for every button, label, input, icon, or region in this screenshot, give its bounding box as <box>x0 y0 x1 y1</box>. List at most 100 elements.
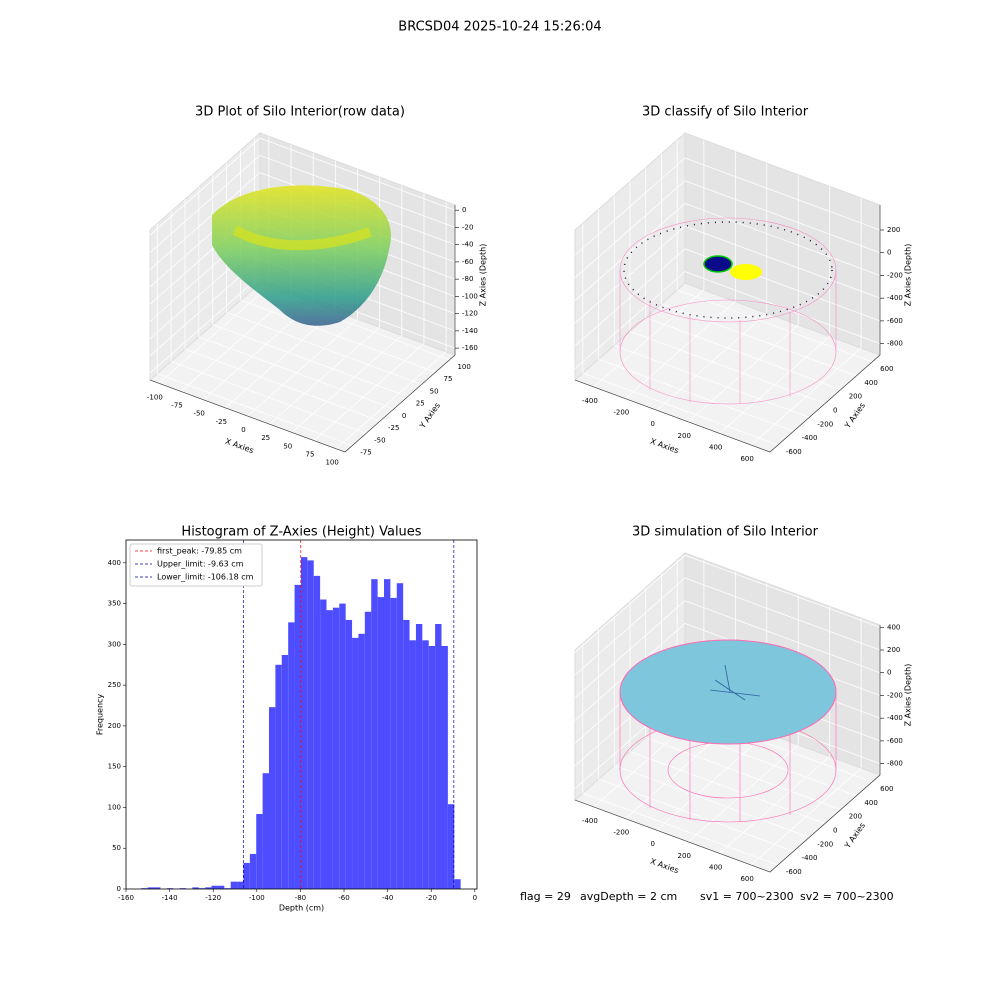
z-tick-label: 0 <box>887 249 891 257</box>
z-tick-label: -600 <box>887 737 903 745</box>
bar <box>166 888 174 889</box>
x-tick-label: -200 <box>613 829 629 837</box>
z-tick-label: -60 <box>462 258 473 266</box>
plot-frame <box>125 539 478 890</box>
bar <box>154 887 161 889</box>
footer-text: sv2 = 700~2300 <box>800 890 894 903</box>
silo-wireframe <box>619 217 837 405</box>
y-tick-label: 100 <box>108 803 121 811</box>
y-tick-label: -75 <box>360 449 371 457</box>
bar <box>371 579 378 889</box>
x-tick-label: 25 <box>261 434 270 442</box>
grid-line <box>149 155 261 253</box>
z-tick-label: 0 <box>887 669 891 677</box>
z-axis-label: Z Axies (Depth) <box>479 244 488 307</box>
y-tick-label: 250 <box>108 681 121 689</box>
point-cloud-rim <box>232 225 372 251</box>
legend-label: Upper_limit: -9.63 cm <box>157 560 244 569</box>
bar <box>332 607 340 889</box>
x-tick-label: -120 <box>205 894 221 902</box>
x-tick-label: -200 <box>613 409 629 417</box>
bar <box>269 707 276 889</box>
grid-line <box>645 737 841 811</box>
grid-line <box>180 294 292 392</box>
x-tick-label: 50 <box>283 442 292 450</box>
z-tick-label: -800 <box>887 760 903 768</box>
y-tick-label: -600 <box>786 448 802 456</box>
grid-line <box>598 778 794 852</box>
grid-line <box>226 312 422 385</box>
y-tick-label: -400 <box>802 434 818 442</box>
grid-line <box>614 344 810 418</box>
y-tick-label: 400 <box>864 799 877 807</box>
y-tick-label: 400 <box>108 559 121 567</box>
y-tick-label: 200 <box>849 393 862 401</box>
z-axis-label: Z Axies (Depth) <box>904 244 913 307</box>
grid-line <box>661 303 857 377</box>
y-tick-label: 50 <box>430 387 439 395</box>
y-axis-label: Frequency <box>96 694 105 736</box>
grid-line <box>684 180 881 254</box>
z-tick-label: -400 <box>887 294 903 302</box>
y-tick-label: -200 <box>817 840 833 848</box>
bar <box>217 885 225 889</box>
y-tick-label: 100 <box>457 363 470 371</box>
y-tick-label: 300 <box>108 640 121 648</box>
x-tick-label: 200 <box>678 432 691 440</box>
x-tick-label: 600 <box>740 455 753 463</box>
x-tick-label: -20 <box>425 894 436 902</box>
bar <box>415 623 423 889</box>
bar <box>192 887 199 889</box>
bar <box>377 597 384 889</box>
legend-label: Lower_limit: -106.18 cm <box>157 573 254 582</box>
grid-line <box>184 348 381 422</box>
z-tick-label: -160 <box>462 344 478 352</box>
bar <box>409 640 416 889</box>
z-tick-label: -140 <box>462 327 478 335</box>
z-axis-label: Z Axies (Depth) <box>904 664 913 727</box>
bar <box>288 622 295 889</box>
grid-line <box>574 157 686 256</box>
z-tick-label: -600 <box>887 317 903 325</box>
x-tick-label: 75 <box>306 451 315 459</box>
auger-sketch <box>709 664 761 701</box>
x-tick-label: 400 <box>709 863 722 871</box>
grid-line <box>198 336 395 410</box>
grid-line <box>574 271 686 369</box>
bar <box>447 804 455 889</box>
grid-line <box>291 335 403 433</box>
bar <box>294 584 301 889</box>
x-tick-label: -80 <box>295 894 306 902</box>
grid-line <box>645 317 841 391</box>
grid-line <box>677 289 873 363</box>
y-tick-label: -200 <box>817 420 833 428</box>
bar <box>364 611 372 889</box>
z-tick-label: 0 <box>462 206 466 214</box>
grid-line <box>240 299 436 373</box>
x-tick-label: 0 <box>651 840 655 848</box>
bar <box>237 881 244 889</box>
grid-line <box>684 554 881 628</box>
bar <box>300 557 308 889</box>
footer-text: sv1 = 700~2300 <box>700 890 794 903</box>
symmetric-blob <box>730 264 762 280</box>
bar <box>205 887 212 889</box>
bar <box>307 560 314 889</box>
z-tick-label: -200 <box>887 691 903 699</box>
grid-line <box>574 248 686 347</box>
z-tick-label: -80 <box>462 275 473 283</box>
grid-line <box>149 137 261 236</box>
grid-line <box>574 577 686 676</box>
x-tick-label: -140 <box>162 894 178 902</box>
grid-line <box>574 600 686 699</box>
grid-line <box>170 361 367 434</box>
y-tick-label: -400 <box>802 854 818 862</box>
y-tick-label: 200 <box>849 813 862 821</box>
chart-title: 3D simulation of Silo Interior <box>632 525 819 540</box>
y-tick-label: 200 <box>108 722 121 730</box>
bar <box>249 853 257 889</box>
bar <box>358 633 365 889</box>
grid-line <box>259 137 456 211</box>
